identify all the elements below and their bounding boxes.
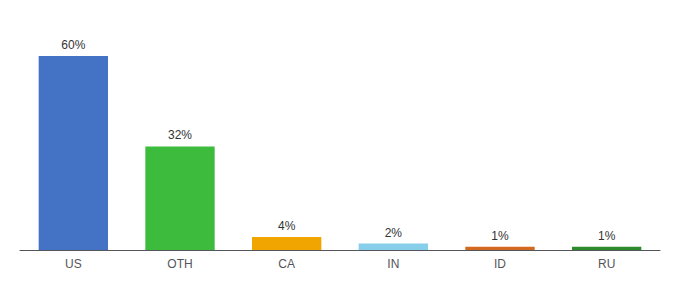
svg-text:4%: 4% (278, 219, 296, 233)
svg-text:2%: 2% (385, 226, 403, 240)
svg-text:US: US (65, 257, 82, 271)
svg-text:32%: 32% (168, 128, 192, 142)
svg-text:ID: ID (494, 257, 506, 271)
svg-text:1%: 1% (491, 229, 509, 243)
svg-text:1%: 1% (598, 229, 616, 243)
svg-text:CA: CA (278, 257, 295, 271)
svg-text:RU: RU (598, 257, 615, 271)
svg-text:OTH: OTH (167, 257, 192, 271)
svg-text:60%: 60% (61, 38, 85, 52)
svg-text:IN: IN (387, 257, 399, 271)
